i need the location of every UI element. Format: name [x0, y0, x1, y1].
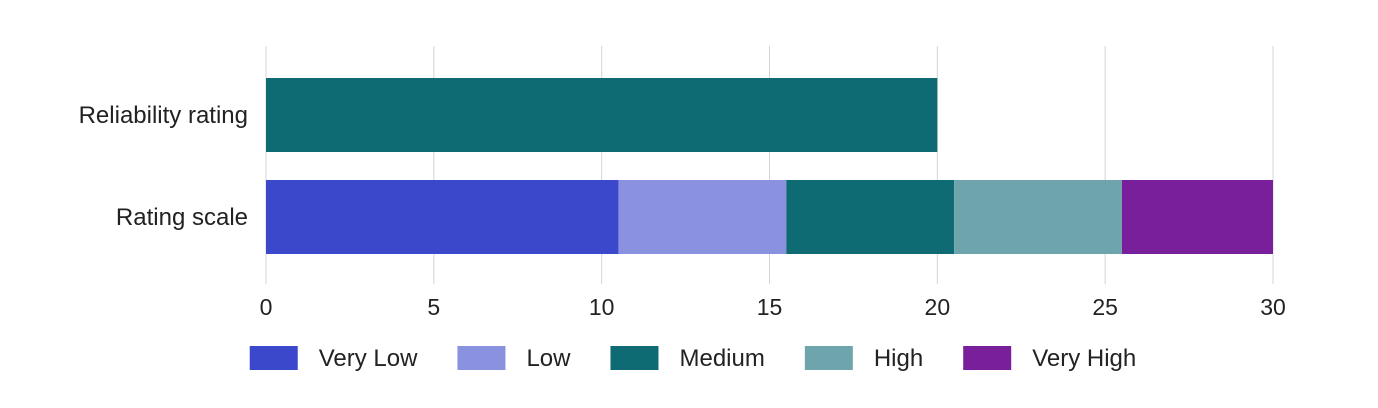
- legend-swatch: [457, 346, 506, 370]
- legend-label: Medium: [679, 345, 764, 372]
- legend-item-low: Low: [457, 345, 571, 372]
- x-tick-label: 25: [1092, 294, 1118, 320]
- x-tick-label: 15: [757, 294, 783, 320]
- legend-swatch: [963, 346, 1012, 370]
- x-tick-label: 10: [589, 294, 615, 320]
- category-labels: Reliability rating Rating scale: [79, 102, 248, 231]
- legend-swatch: [804, 346, 853, 370]
- x-tick-label: 30: [1260, 294, 1286, 320]
- legend-label: Low: [526, 345, 571, 372]
- legend: Very Low Low Medium High Very High: [249, 345, 1136, 372]
- bar-rating-scale-high: [954, 180, 1122, 254]
- category-label: Rating scale: [116, 204, 248, 231]
- x-tick-label: 5: [427, 294, 440, 320]
- legend-item-very-high: Very High: [963, 345, 1136, 372]
- bar-rating-scale-very-high: [1121, 180, 1273, 254]
- legend-item-very-low: Very Low: [249, 345, 418, 372]
- bar-rating-scale-medium: [786, 180, 955, 254]
- x-tick-label: 0: [260, 294, 273, 320]
- legend-item-high: High: [804, 345, 923, 372]
- legend-label: High: [874, 345, 923, 372]
- legend-label: Very High: [1032, 345, 1136, 372]
- bars: [266, 78, 1273, 254]
- bar-rating-scale-low: [618, 180, 787, 254]
- legend-swatch: [249, 346, 298, 370]
- x-tick-labels: 0 5 10 15 20 25 30: [260, 294, 1286, 320]
- bar-rating-scale-very-low: [266, 180, 619, 254]
- legend-label: Very Low: [319, 345, 418, 372]
- x-tick-label: 20: [925, 294, 951, 320]
- bar-reliability-rating-medium: [266, 78, 938, 152]
- category-label: Reliability rating: [79, 102, 248, 129]
- legend-swatch: [610, 346, 659, 370]
- legend-item-medium: Medium: [610, 345, 765, 372]
